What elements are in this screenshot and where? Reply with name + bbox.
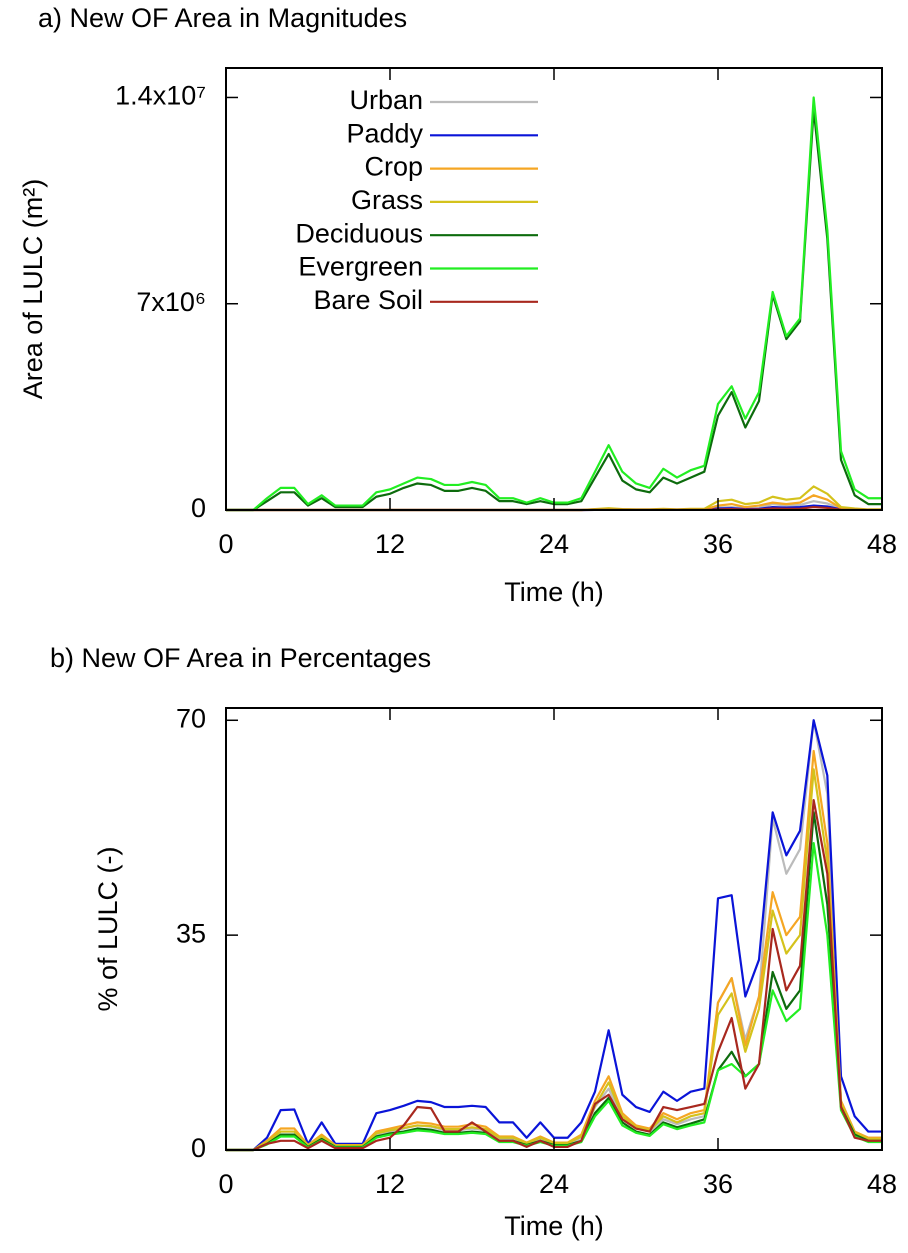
chart-title: a) New OF Area in Magnitudes bbox=[38, 3, 407, 33]
legend-label: Urban bbox=[349, 85, 423, 115]
y-tick-label: 0 bbox=[191, 1133, 206, 1163]
y-tick-label: 0 bbox=[191, 493, 206, 523]
data-line bbox=[226, 749, 882, 1152]
x-axis-label: Time (h) bbox=[504, 577, 604, 607]
legend-label: Evergreen bbox=[298, 252, 423, 282]
data-line bbox=[226, 768, 882, 1152]
x-tick-label: 24 bbox=[539, 1169, 569, 1199]
y-tick-label: 35 bbox=[176, 918, 206, 948]
x-tick-label: 36 bbox=[703, 1169, 733, 1199]
x-tick-label: 48 bbox=[867, 1169, 897, 1199]
data-line bbox=[226, 719, 882, 1152]
x-axis-label: Time (h) bbox=[504, 1211, 604, 1241]
x-tick-label: 0 bbox=[218, 1169, 233, 1199]
y-axis-label: Area of LULC (m²) bbox=[18, 179, 48, 400]
x-tick-label: 48 bbox=[867, 529, 897, 559]
x-tick-label: 12 bbox=[375, 529, 405, 559]
legend-label: Paddy bbox=[346, 118, 423, 148]
y-tick-label: 7x10⁶ bbox=[136, 287, 206, 317]
legend-label: Grass bbox=[351, 185, 423, 215]
y-tick-label: 70 bbox=[176, 703, 206, 733]
data-line bbox=[226, 798, 882, 1152]
chart-title: b) New OF Area in Percentages bbox=[50, 643, 431, 673]
y-axis-label: % of LULC (-) bbox=[93, 846, 123, 1011]
x-tick-label: 12 bbox=[375, 1169, 405, 1199]
x-tick-label: 36 bbox=[703, 529, 733, 559]
x-tick-label: 24 bbox=[539, 529, 569, 559]
y-tick-label: 1.4x10⁷ bbox=[115, 81, 206, 111]
legend-label: Crop bbox=[364, 152, 423, 182]
legend-label: Bare Soil bbox=[313, 285, 423, 315]
legend-label: Deciduous bbox=[295, 218, 423, 248]
data-line bbox=[226, 719, 882, 1152]
data-line bbox=[226, 841, 882, 1152]
x-tick-label: 0 bbox=[218, 529, 233, 559]
plot-lines bbox=[226, 719, 882, 1152]
